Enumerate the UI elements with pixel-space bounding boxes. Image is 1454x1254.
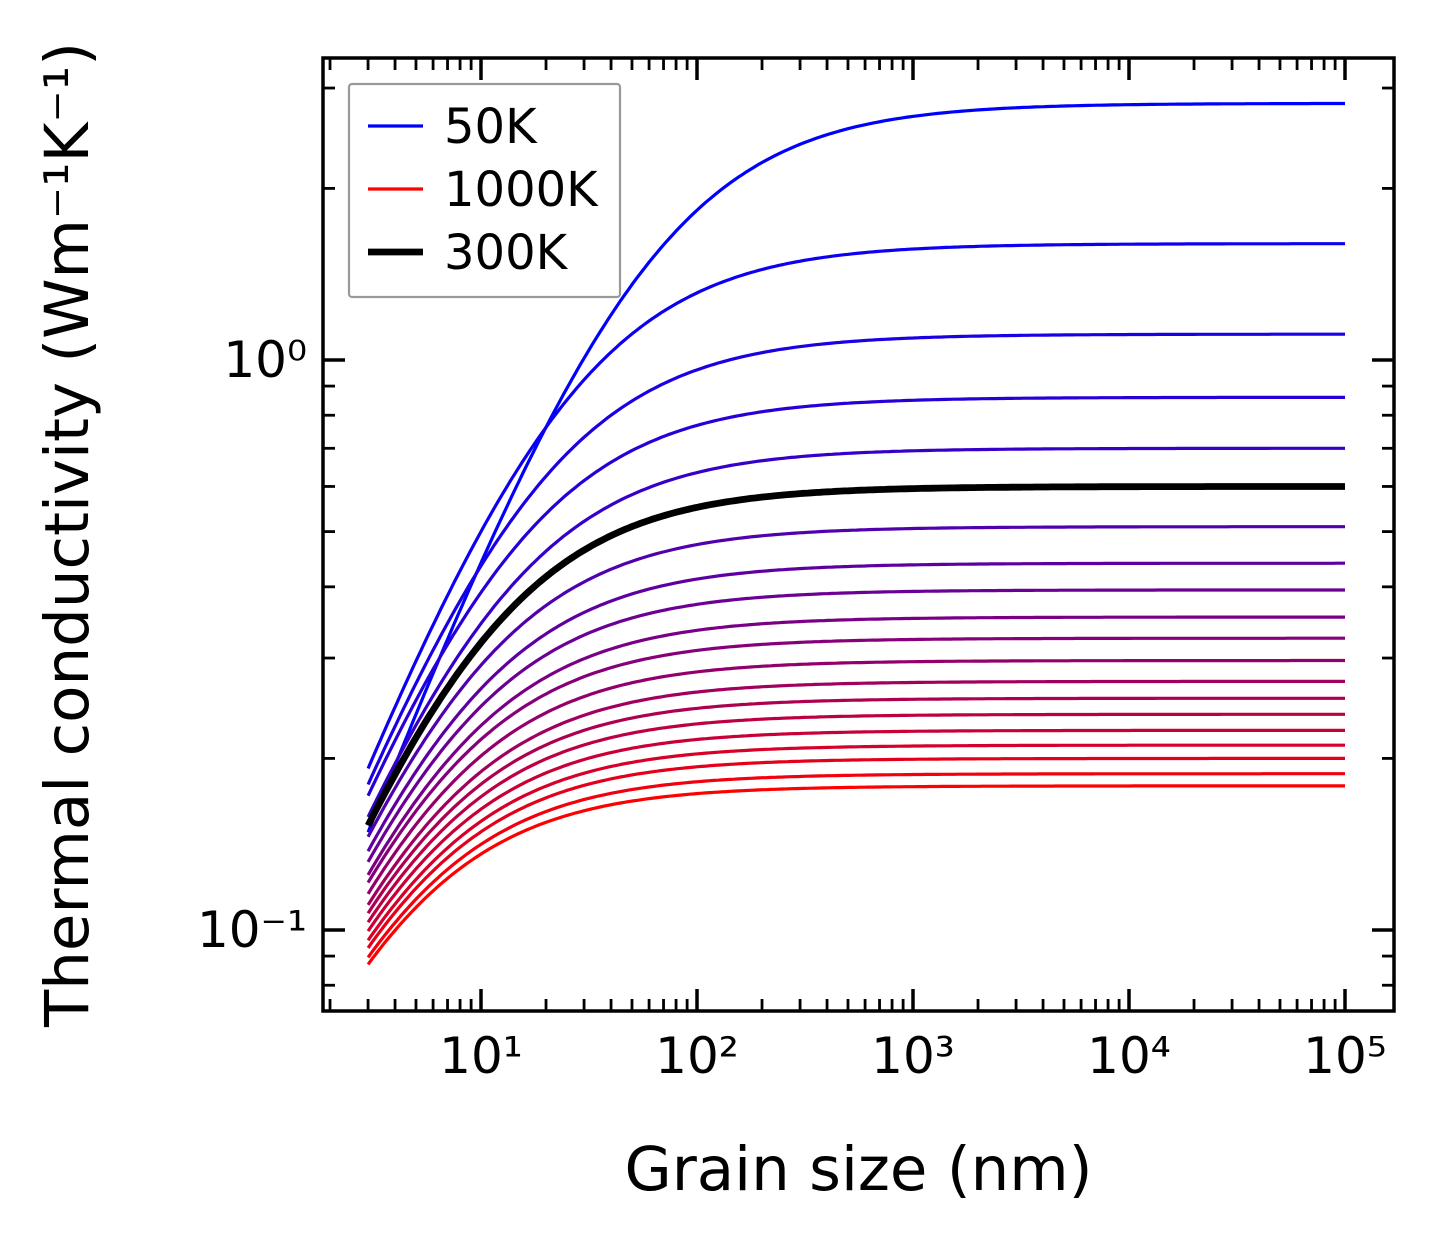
- y-tick-label: 10⁻¹: [197, 901, 307, 959]
- x-tick-label: 10⁴: [1087, 1027, 1171, 1085]
- curve-100K: [366, 242, 1345, 770]
- x-tick-label: 10¹: [439, 1027, 523, 1085]
- curve-650K: [366, 679, 1345, 906]
- axes-frame: [321, 56, 1396, 1013]
- curve-350K: [366, 525, 1345, 838]
- curve-850K: [366, 743, 1345, 942]
- legend-box: [347, 82, 622, 299]
- curve-50K: [366, 101, 1345, 833]
- x-axis-label: Grain size (nm): [624, 1134, 1092, 1205]
- curve-600K: [366, 658, 1345, 895]
- curve-200K: [366, 395, 1345, 797]
- curve-450K: [366, 588, 1345, 863]
- curve-700K: [366, 696, 1345, 915]
- curve-150K: [366, 332, 1345, 786]
- curve-300K: [365, 483, 1345, 828]
- curve-950K: [366, 772, 1345, 959]
- y-tick-label: 10⁰: [223, 331, 307, 389]
- curve-550K: [366, 636, 1345, 884]
- curve-900K: [366, 756, 1345, 949]
- x-tick-label: 10³: [871, 1027, 955, 1085]
- curve-400K: [366, 561, 1345, 852]
- x-tick-label: 10⁵: [1303, 1027, 1387, 1085]
- curve-250K: [366, 446, 1345, 818]
- curve-1000K: [366, 784, 1345, 966]
- y-axis-label: Thermal conductivity (Wm⁻¹K⁻¹): [32, 42, 103, 1028]
- legend-label-1000K: 1000K: [444, 162, 599, 218]
- curve-800K: [366, 728, 1345, 932]
- legend-label-300K: 300K: [444, 225, 569, 281]
- x-tick-label: 10²: [655, 1027, 739, 1085]
- curve-750K: [366, 712, 1345, 924]
- legend-label-50K: 50K: [444, 99, 538, 155]
- curve-500K: [366, 615, 1345, 876]
